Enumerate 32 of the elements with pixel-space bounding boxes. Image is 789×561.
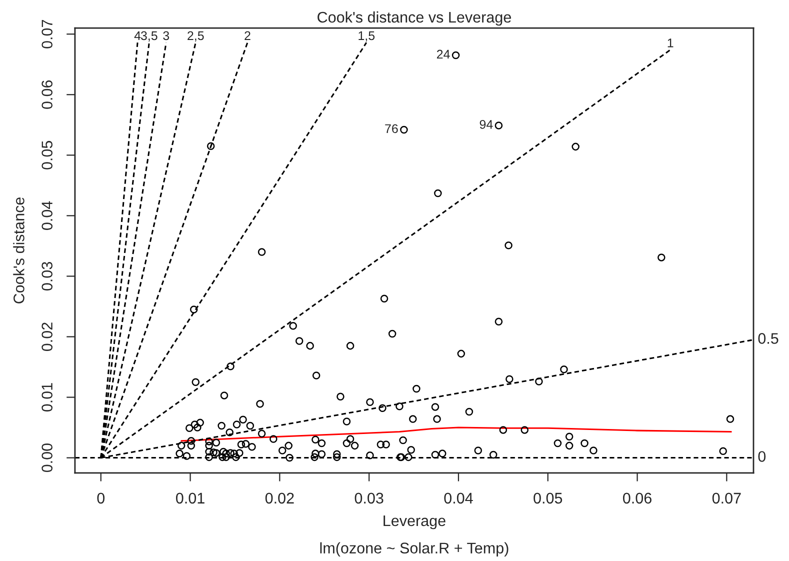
x-axis-title: Leverage bbox=[384, 516, 446, 530]
annotation: 94 bbox=[480, 120, 493, 129]
x-tick-label: 0.07 bbox=[712, 492, 741, 504]
x-tick-label: 0.06 bbox=[623, 492, 652, 504]
series-label: 1,5 bbox=[358, 31, 375, 42]
series-label: 2 bbox=[244, 31, 250, 40]
x-tick-label: 0.02 bbox=[265, 492, 294, 504]
annotation: 76 bbox=[385, 124, 398, 134]
y-tick-label: 0.05 bbox=[42, 140, 52, 170]
series-label: 3 bbox=[163, 31, 170, 40]
text: lm(ozone ~ Solar.R + Temp) bbox=[320, 542, 508, 557]
x-tick-label: 0.05 bbox=[534, 492, 562, 504]
y-tick-label: 0.02 bbox=[42, 322, 52, 352]
series-label: 1 bbox=[668, 38, 674, 48]
x-tick-label: 0.01 bbox=[176, 492, 204, 504]
y-tick-label: 0.03 bbox=[42, 262, 52, 290]
series-label: 0 bbox=[758, 451, 766, 462]
y-tick-label: 0.04 bbox=[42, 201, 52, 230]
x-tick-label: 0.04 bbox=[444, 492, 473, 504]
y-tick-label: 0.00 bbox=[42, 444, 52, 472]
x-tick-label: 0 bbox=[97, 492, 105, 504]
chart-title: Cook's distance vs Leverage bbox=[318, 11, 511, 26]
series-label: 4 bbox=[134, 31, 141, 40]
y-tick-label: 0.06 bbox=[42, 80, 52, 109]
y-tick-label: 0.01 bbox=[42, 383, 52, 412]
annotation: 24 bbox=[436, 50, 450, 59]
series-label: 0.5 bbox=[758, 333, 778, 344]
x-tick-label: 0.03 bbox=[354, 492, 384, 504]
y-tick-label: 0.07 bbox=[42, 20, 52, 48]
series-label: 3,5 bbox=[140, 31, 158, 42]
series-label: 2,5 bbox=[188, 31, 204, 42]
y-axis-title: Cook's distance bbox=[13, 197, 24, 304]
